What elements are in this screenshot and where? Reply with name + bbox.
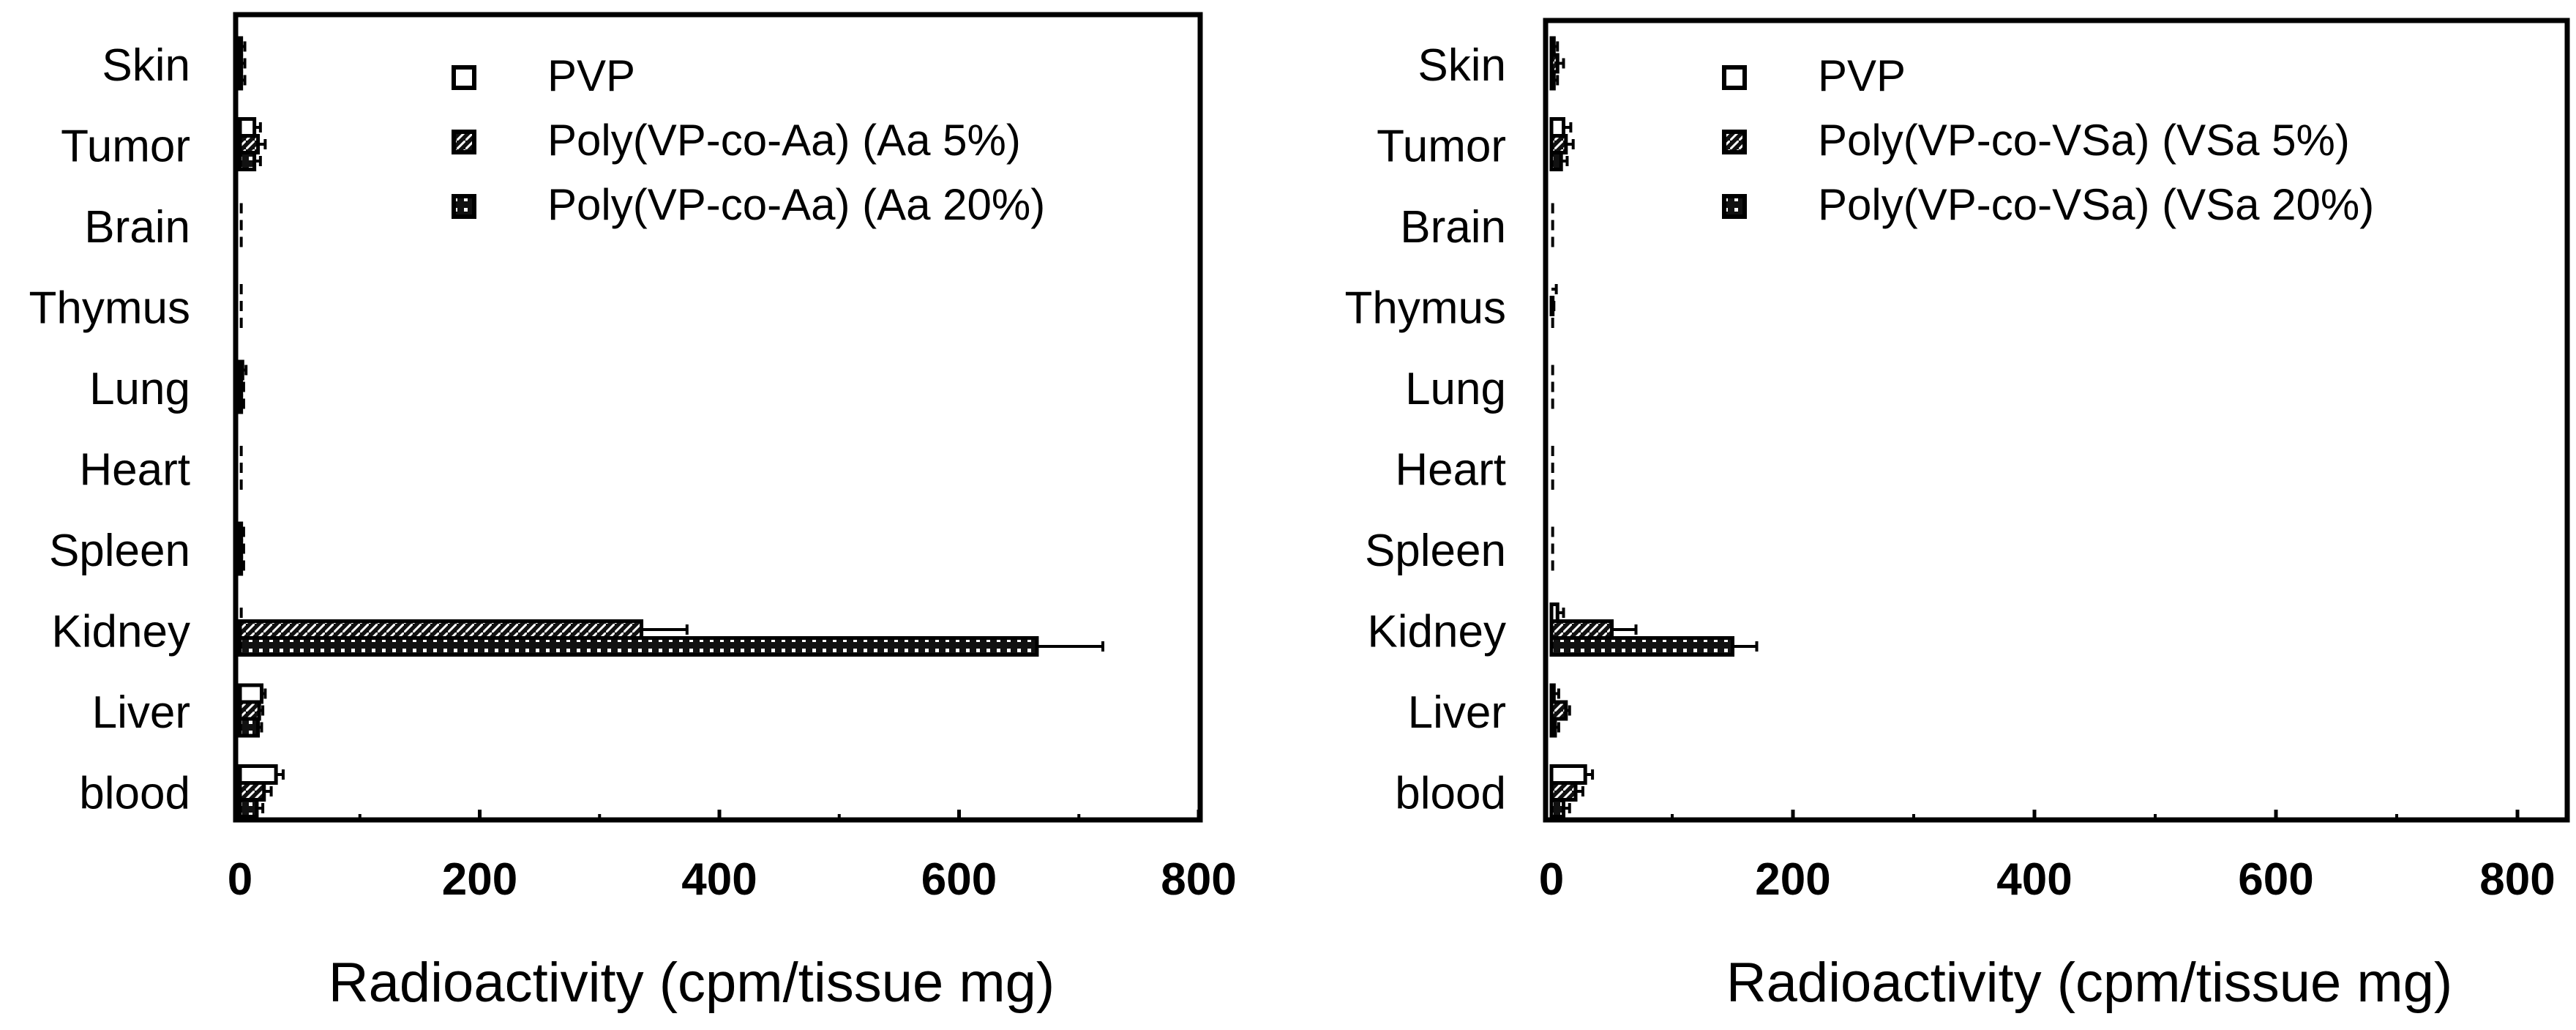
bar (238, 781, 266, 802)
legend-label: Poly(VP-co-Aa) (Aa 5%) (547, 116, 1021, 165)
category-label: Kidney (1367, 607, 1506, 657)
bar (1549, 151, 1563, 171)
x-tick-label: 800 (1161, 854, 1236, 905)
category-label: Kidney (51, 607, 190, 657)
bar (238, 151, 257, 171)
category-label: blood (79, 769, 190, 819)
legend-label: Poly(VP-co-VSa) (VSa 20%) (1818, 180, 2374, 229)
bar (238, 70, 244, 91)
bar (238, 393, 244, 414)
legend-label: PVP (547, 51, 635, 100)
category-label: Lung (89, 364, 190, 414)
bar (1549, 798, 1565, 818)
category-label: Thymus (29, 283, 190, 334)
bar (1549, 700, 1568, 721)
bar (238, 798, 259, 818)
category-label: Heart (1395, 445, 1506, 496)
chart-panel-right: 0 200 400 600 800 Radioactivity (cpm/tissue m… (1345, 18, 2570, 1014)
x-tick-label: 600 (921, 854, 997, 905)
category-label: Spleen (49, 526, 190, 576)
bar (238, 619, 644, 640)
bar (238, 359, 244, 381)
x-tick-label: 800 (2479, 854, 2555, 905)
bar (238, 36, 244, 57)
legend-label: Poly(VP-co-VSa) (VSa 5%) (1818, 116, 2350, 165)
category-label: Liver (1408, 687, 1506, 738)
bar (1549, 764, 1587, 785)
bar (238, 555, 244, 576)
category-label: Heart (79, 445, 190, 496)
bar (1549, 602, 1560, 623)
legend-label: PVP (1818, 51, 1906, 100)
bar (238, 376, 244, 398)
legend-swatch (1722, 194, 1747, 219)
bar (1549, 781, 1578, 802)
x-tick-label: 0 (1539, 854, 1564, 905)
category-label: Liver (92, 687, 190, 738)
legend-swatch (452, 194, 476, 219)
category-label: Tumor (1377, 122, 1506, 172)
bar (238, 700, 261, 721)
x-tick-label: 200 (442, 854, 517, 905)
legend-swatch (1722, 65, 1747, 90)
x-axis-label: Radioactivity (cpm/tissue mg) (1726, 952, 2453, 1014)
x-tick-label: 0 (228, 854, 252, 905)
bar (238, 117, 257, 138)
x-tick-label: 600 (2238, 854, 2313, 905)
category-label: Spleen (1365, 526, 1506, 576)
plot-frame (1543, 18, 2570, 823)
bar (238, 717, 261, 738)
chart-panel-left: 0 200 400 600 800 Radioactivity (cpm/tissue m… (29, 12, 1237, 1014)
bar (1549, 117, 1565, 138)
x-tick-label: 200 (1755, 854, 1830, 905)
legend-swatch (452, 65, 476, 90)
bar (1549, 36, 1556, 57)
legend-label: Poly(VP-co-Aa) (Aa 20%) (547, 180, 1045, 229)
bar (1549, 134, 1568, 154)
legend-swatch (1722, 130, 1747, 154)
category-label: Thymus (1345, 283, 1506, 334)
category-label: Skin (1418, 40, 1506, 91)
bar (238, 636, 1039, 657)
legend-swatch (452, 130, 476, 154)
bar (1549, 619, 1614, 640)
bar (1549, 53, 1560, 74)
bar (238, 521, 244, 542)
bar (238, 53, 244, 74)
x-axis-label: Radioactivity (cpm/tissue mg) (329, 952, 1055, 1014)
bar (238, 134, 261, 154)
bar (238, 538, 244, 559)
bar (1549, 70, 1556, 91)
x-tick-label: 400 (1996, 854, 2072, 905)
bar (1549, 717, 1557, 738)
category-label: Brain (84, 202, 190, 253)
bar (238, 764, 278, 785)
category-label: Lung (1405, 364, 1506, 414)
category-label: Tumor (61, 122, 190, 172)
bar (1549, 636, 1734, 657)
category-label: Skin (102, 40, 190, 91)
x-tick-label: 400 (681, 854, 757, 905)
bar (1549, 683, 1556, 704)
bar (238, 683, 263, 704)
category-label: Brain (1400, 202, 1506, 253)
category-label: blood (1395, 769, 1506, 819)
